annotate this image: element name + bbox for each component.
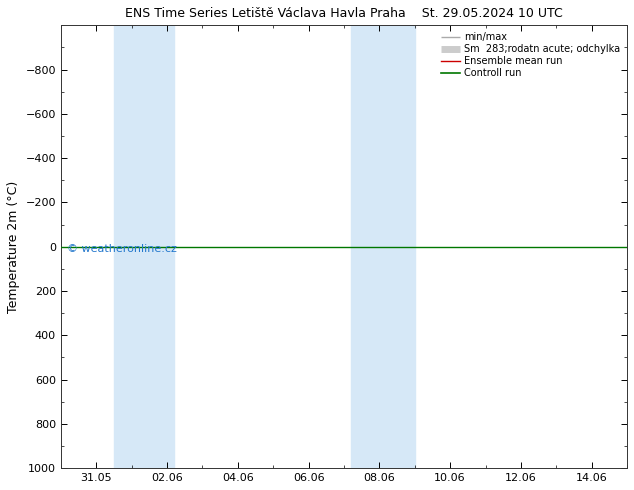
Bar: [114, 25, 174, 468]
Text: © weatheronline.cz: © weatheronline.cz: [67, 244, 176, 254]
Legend: min/max, Sm  283;rodatn acute; odchylka, Ensemble mean run, Controll run: min/max, Sm 283;rodatn acute; odchylka, …: [439, 30, 622, 80]
Bar: [351, 25, 415, 468]
Y-axis label: Temperature 2m (°C): Temperature 2m (°C): [7, 181, 20, 313]
Title: ENS Time Series Letiště Václava Havla Praha    St. 29.05.2024 10 UTC: ENS Time Series Letiště Václava Havla Pr…: [125, 7, 563, 20]
